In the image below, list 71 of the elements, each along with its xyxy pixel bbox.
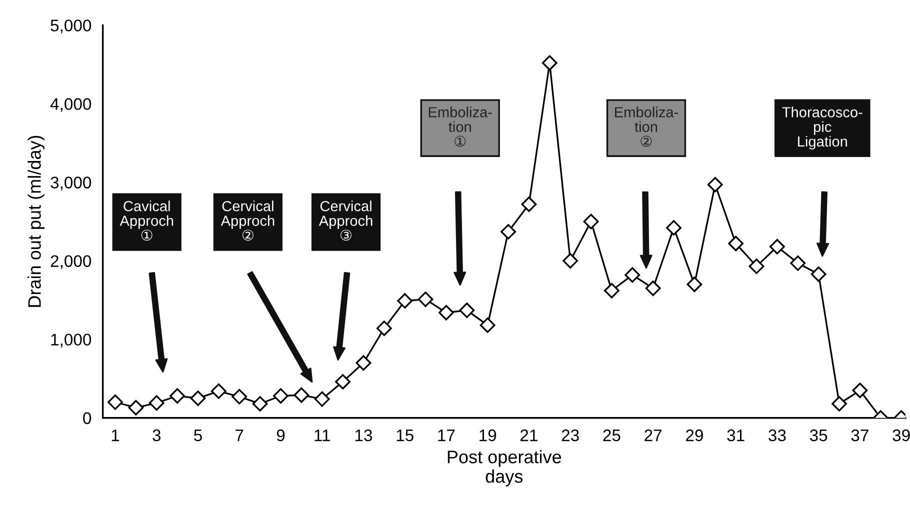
annotation: Cervical Approch ③ (318, 200, 372, 241)
annotation: Thoracosco- pic Ligation (782, 106, 862, 150)
y-tick-label: 0 (83, 412, 92, 424)
point (748, 258, 764, 274)
point (521, 196, 537, 212)
x-tick-label: 5 (194, 430, 202, 442)
point (232, 388, 248, 404)
x-tick-label: 7 (236, 430, 244, 442)
x-tick-label: 17 (438, 430, 455, 442)
point (852, 382, 868, 398)
x-tick-label: 19 (480, 429, 496, 442)
point (769, 238, 785, 254)
x-tick-label: 33 (768, 429, 786, 442)
x-tick-label: 23 (562, 429, 579, 442)
point (832, 396, 847, 412)
point (480, 317, 496, 333)
annotation: Cervical Approch ② (220, 200, 274, 241)
x-tick-label: 25 (603, 429, 620, 442)
x-tick-label: 35 (810, 429, 828, 442)
point (335, 374, 350, 390)
point (170, 388, 186, 404)
point (500, 224, 516, 240)
x-axis-title: Post operative days (448, 450, 562, 486)
point (128, 400, 144, 416)
point (459, 302, 475, 318)
annotation: Emboliza- tion ① (428, 106, 492, 147)
x-tick-label: 15 (396, 430, 414, 442)
annotation: Emboliza- tion ② (615, 106, 678, 147)
x-tick-label: 3 (152, 429, 161, 442)
y-tick-label: 1,000 (51, 334, 92, 348)
x-tick-label: 9 (276, 429, 285, 442)
point (666, 220, 682, 236)
x-tick-label: 1 (112, 430, 120, 442)
point (645, 280, 661, 296)
y-tick-label: 4,000 (50, 98, 92, 112)
point (418, 292, 434, 307)
point (542, 55, 558, 71)
x-tick-label: 11 (314, 430, 330, 442)
x-tick-label: 27 (644, 429, 662, 442)
point (376, 320, 392, 336)
x-tick-label: 31 (727, 429, 744, 442)
x-tick-label: 29 (686, 429, 703, 442)
y-axis-title: Drain out put (ml/day) (28, 136, 44, 307)
point (790, 255, 806, 271)
x-tick-label: 13 (355, 429, 372, 442)
point (252, 396, 268, 412)
point (294, 387, 310, 403)
point (686, 276, 702, 292)
point (707, 176, 723, 192)
y-tick-label: 3,000 (50, 176, 92, 190)
x-tick-label: 39 (892, 429, 910, 442)
point (438, 304, 454, 320)
point (624, 267, 640, 283)
point (810, 266, 826, 282)
point (397, 293, 413, 309)
point (190, 390, 206, 406)
point (583, 214, 599, 230)
point (314, 391, 330, 407)
point (728, 236, 744, 252)
x-tick-label: 37 (851, 429, 868, 442)
point (210, 383, 226, 399)
point (273, 388, 288, 404)
point (148, 395, 164, 411)
y-tick-label: 2,000 (50, 255, 92, 269)
point (562, 253, 578, 269)
y-tick-label: 5,000 (50, 20, 92, 34)
point (356, 355, 372, 371)
annotation: Cavical Approch ① (120, 200, 174, 241)
x-tick-label: 21 (520, 429, 538, 442)
point (108, 394, 123, 410)
point (604, 282, 620, 298)
